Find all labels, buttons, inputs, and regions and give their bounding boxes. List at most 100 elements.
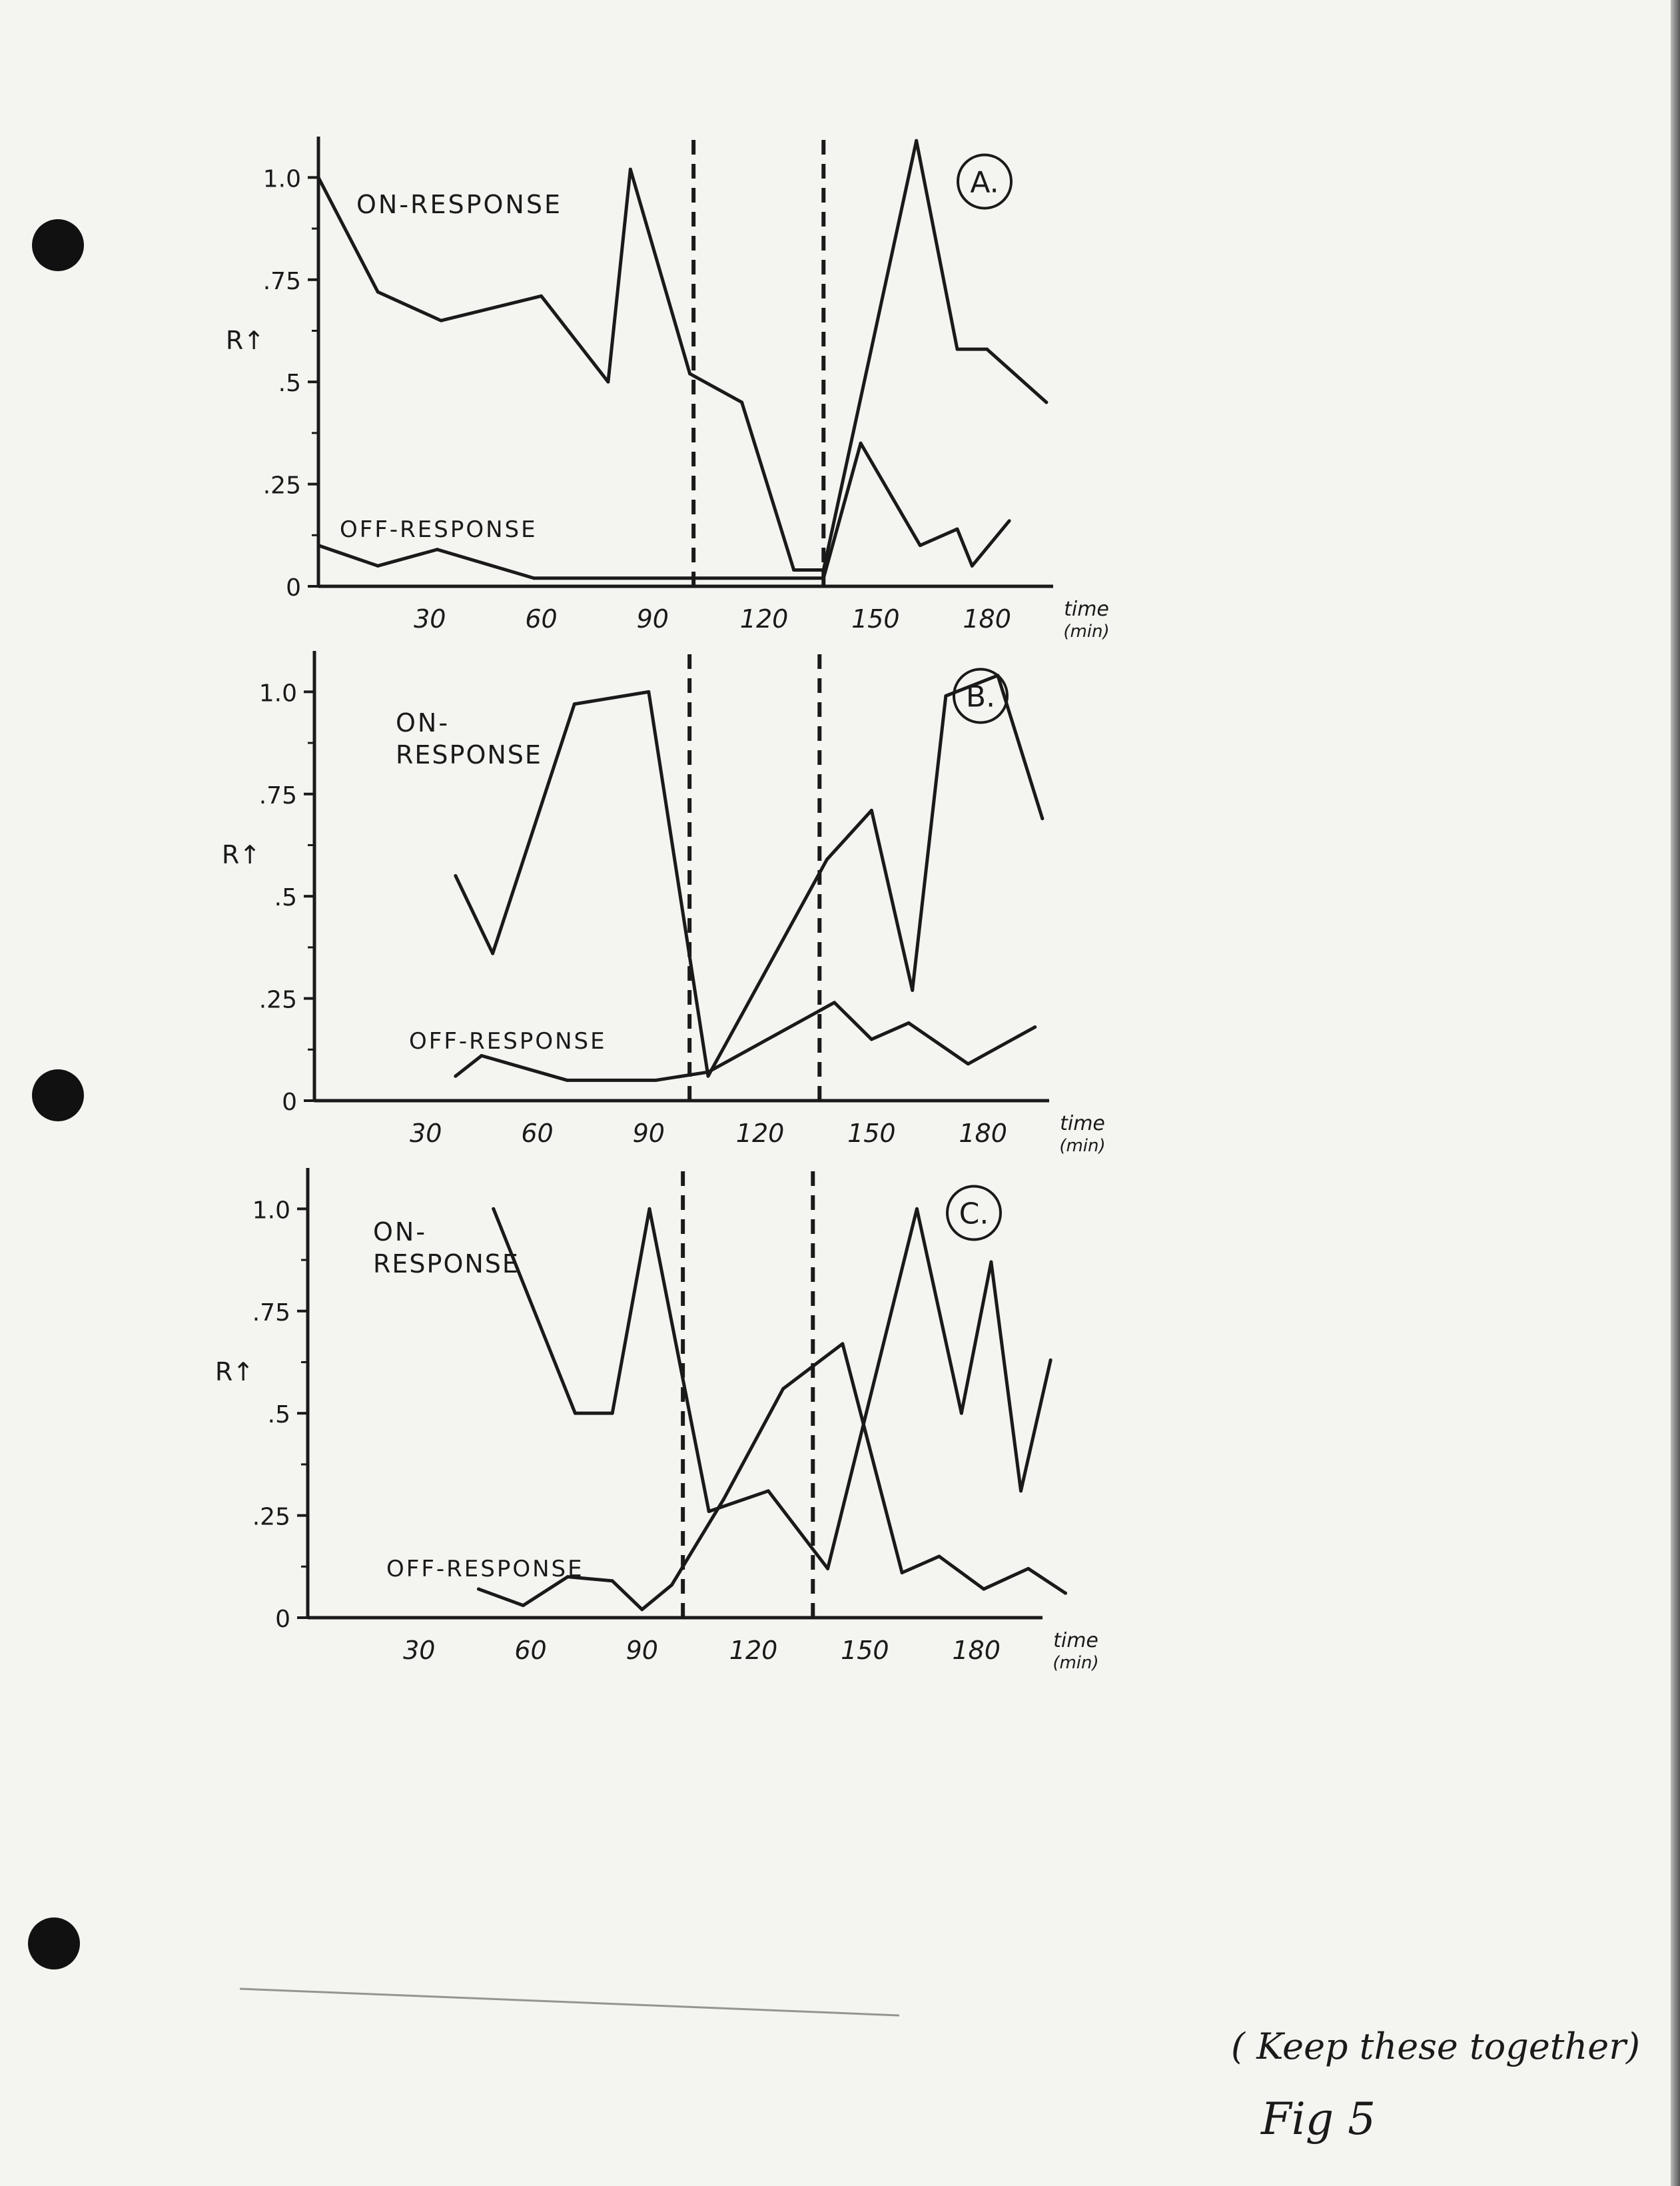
- off-response-point-a: [376, 564, 380, 568]
- binder-hole-bottom: [28, 1917, 80, 1969]
- x-tick-label-b: 90: [633, 1119, 665, 1148]
- off-response-point-b: [454, 1074, 458, 1078]
- off-response-point-b: [966, 1062, 970, 1066]
- off-response-point-b: [565, 1078, 569, 1082]
- off-response-label-c: OFF-RESPONSE: [386, 1556, 584, 1582]
- x-tick-label-c: 150: [841, 1636, 889, 1665]
- y-tick-label-c: 1.0: [252, 1197, 290, 1224]
- off-response-label-b: OFF-RESPONSE: [409, 1028, 607, 1055]
- binder-hole-top: [32, 219, 84, 271]
- on-response-point-c: [989, 1260, 993, 1264]
- panel-label-circle-a: [957, 153, 1013, 210]
- off-response-point-c: [721, 1497, 725, 1501]
- off-response-point-a: [316, 544, 320, 548]
- y-tick-label-c: 0: [275, 1606, 290, 1633]
- on-response-point-a: [740, 400, 744, 404]
- on-response-point-a: [316, 175, 320, 179]
- on-response-point-b: [996, 674, 1000, 678]
- off-response-point-b: [907, 1021, 911, 1025]
- off-response-point-c: [566, 1575, 570, 1579]
- y-tick-label-b: .75: [259, 782, 297, 810]
- x-axis-unit-b: (min): [1059, 1136, 1105, 1156]
- x-tick-label-c: 120: [729, 1636, 778, 1665]
- x-axis-label-b: time: [1060, 1112, 1105, 1135]
- off-response-point-a: [955, 527, 959, 531]
- off-response-point-c: [841, 1342, 845, 1346]
- x-tick-label-a: 180: [963, 604, 1011, 634]
- on-response-point-c: [707, 1509, 711, 1513]
- on-response-label-a: ON-RESPONSE: [356, 190, 562, 219]
- off-response-line-a: [316, 441, 1011, 580]
- on-response-point-c: [1049, 1358, 1052, 1362]
- x-tick-label-b: 180: [959, 1119, 1007, 1148]
- on-response-label-c: RESPONSE: [373, 1249, 520, 1279]
- off-response-point-b: [706, 1070, 710, 1074]
- y-tick-label-b: .5: [274, 884, 297, 911]
- off-response-point-a: [435, 548, 439, 552]
- y-tick-label-c: .5: [268, 1401, 290, 1428]
- on-response-point-a: [915, 139, 919, 143]
- on-response-point-c: [915, 1207, 919, 1211]
- page-edge-shadow: [1671, 0, 1680, 2186]
- y-tick-label-a: 1.0: [263, 165, 301, 193]
- off-response-point-c: [1063, 1591, 1067, 1595]
- on-response-point-a: [985, 347, 989, 351]
- on-response-point-c: [826, 1566, 830, 1570]
- off-response-point-a: [859, 441, 863, 445]
- off-response-point-b: [654, 1078, 658, 1082]
- on-response-point-b: [647, 690, 651, 694]
- on-response-point-a: [1045, 400, 1049, 404]
- on-response-point-b: [706, 1074, 710, 1078]
- x-tick-label-b: 150: [847, 1119, 896, 1148]
- on-response-line-c: [492, 1207, 1052, 1570]
- on-response-label-c: ON-: [373, 1217, 427, 1247]
- on-response-point-b: [1041, 817, 1045, 821]
- y-tick-label-a: .25: [263, 472, 301, 500]
- panel-label-circle-c: [946, 1185, 1002, 1241]
- on-response-point-b: [825, 857, 829, 861]
- on-response-point-c: [959, 1411, 963, 1415]
- off-response-point-c: [982, 1587, 986, 1591]
- on-response-point-a: [628, 167, 632, 171]
- off-response-point-a: [970, 564, 974, 568]
- on-response-line-b: [454, 674, 1045, 1078]
- y-tick-label-b: 1.0: [259, 680, 297, 707]
- y-axis-label-b: R↑: [222, 840, 260, 869]
- on-response-point-c: [1019, 1489, 1023, 1493]
- panel-label-a: A.: [970, 166, 999, 200]
- off-response-point-b: [833, 1001, 837, 1005]
- x-axis-label-a: time: [1064, 598, 1109, 621]
- off-response-point-b: [773, 1033, 777, 1037]
- off-response-point-c: [521, 1604, 525, 1608]
- off-response-point-c: [669, 1583, 673, 1587]
- off-response-point-c: [900, 1571, 904, 1574]
- off-response-point-c: [781, 1386, 785, 1390]
- y-tick-label-a: 0: [286, 574, 301, 602]
- off-response-point-a: [821, 576, 825, 580]
- off-response-line-c: [476, 1342, 1067, 1612]
- x-tick-label-c: 90: [626, 1636, 658, 1665]
- panel-label-c: C.: [959, 1197, 989, 1231]
- pencil-stroke: [239, 1987, 900, 2017]
- chart-panel-c: 0 .25 .5 .75 1.0 30 60 90 120 150 180 time(min) R↑ C.…: [215, 1168, 1099, 1673]
- x-tick-label-a: 30: [414, 604, 446, 634]
- figure-label: Fig 5: [1261, 2093, 1376, 2145]
- y-tick-label-b: .25: [259, 987, 297, 1014]
- off-response-point-c: [476, 1587, 480, 1591]
- off-response-point-c: [1027, 1566, 1031, 1570]
- x-tick-label-c: 60: [514, 1636, 546, 1665]
- x-axis-label-c: time: [1053, 1629, 1098, 1652]
- x-tick-label-c: 30: [403, 1636, 435, 1665]
- panel-label-circle-b: [953, 668, 1009, 724]
- on-response-line-a: [316, 139, 1049, 572]
- off-response-point-c: [610, 1579, 614, 1583]
- on-response-point-c: [492, 1207, 496, 1211]
- y-axis-label-a: R↑: [226, 326, 264, 355]
- off-response-point-b: [1033, 1025, 1037, 1029]
- on-response-point-b: [491, 951, 495, 955]
- note-keep-together: ( Keep these together): [1231, 2025, 1641, 2067]
- x-axis-unit-a: (min): [1063, 622, 1109, 642]
- off-response-point-a: [1007, 519, 1011, 523]
- on-response-point-a: [606, 380, 610, 384]
- on-response-point-a: [688, 372, 692, 376]
